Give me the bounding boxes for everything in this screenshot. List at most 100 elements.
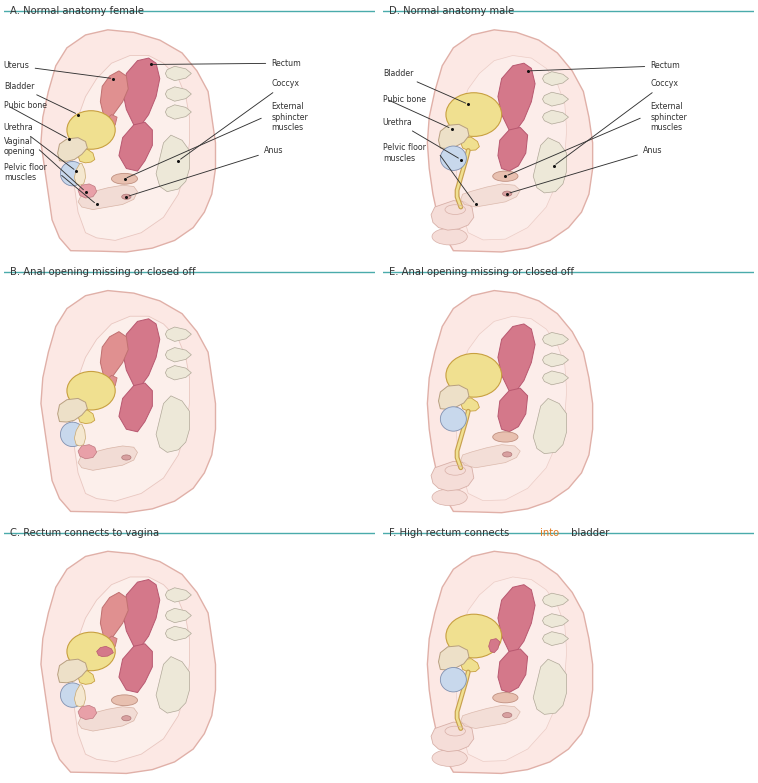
Text: Vaginal: Vaginal [4, 137, 33, 146]
Polygon shape [543, 614, 568, 627]
Polygon shape [156, 135, 190, 192]
Polygon shape [438, 385, 469, 410]
Text: muscles: muscles [383, 153, 415, 163]
Ellipse shape [111, 173, 137, 184]
Ellipse shape [503, 191, 512, 197]
Polygon shape [165, 608, 191, 622]
Polygon shape [100, 332, 128, 381]
Text: External: External [650, 103, 683, 111]
Polygon shape [74, 685, 86, 707]
Polygon shape [119, 383, 152, 431]
Ellipse shape [440, 406, 466, 431]
Polygon shape [461, 398, 479, 411]
Polygon shape [78, 150, 95, 163]
Polygon shape [543, 72, 568, 85]
Ellipse shape [440, 146, 466, 171]
Polygon shape [456, 316, 567, 500]
Ellipse shape [61, 161, 85, 186]
Ellipse shape [122, 716, 131, 721]
Ellipse shape [67, 110, 115, 150]
Polygon shape [78, 445, 97, 459]
Polygon shape [543, 632, 568, 645]
Polygon shape [456, 56, 567, 240]
Text: Bladder: Bladder [4, 81, 76, 114]
Polygon shape [456, 577, 567, 761]
Polygon shape [78, 671, 95, 684]
Ellipse shape [493, 692, 518, 703]
Text: Anus: Anus [129, 146, 283, 196]
Polygon shape [543, 110, 568, 124]
Text: bladder: bladder [568, 528, 610, 538]
Text: Coccyx: Coccyx [556, 79, 678, 164]
Ellipse shape [503, 713, 512, 718]
Polygon shape [461, 705, 520, 728]
Polygon shape [498, 388, 528, 431]
Text: into: into [540, 528, 559, 538]
Text: Bladder: Bladder [383, 69, 465, 103]
Ellipse shape [61, 683, 85, 707]
Ellipse shape [446, 92, 502, 136]
Text: Pelvic floor: Pelvic floor [383, 143, 426, 153]
Polygon shape [461, 184, 520, 207]
Polygon shape [431, 722, 474, 752]
Polygon shape [41, 290, 215, 513]
Polygon shape [123, 319, 160, 385]
Ellipse shape [440, 667, 466, 692]
Ellipse shape [432, 228, 467, 245]
Text: Coccyx: Coccyx [180, 79, 299, 159]
Text: Rectum: Rectum [153, 59, 301, 67]
Polygon shape [100, 71, 128, 120]
Polygon shape [156, 657, 190, 713]
Polygon shape [78, 184, 97, 198]
Polygon shape [165, 588, 191, 602]
Ellipse shape [446, 614, 502, 658]
Text: sphincter: sphincter [271, 113, 308, 121]
Polygon shape [58, 399, 87, 422]
Polygon shape [428, 551, 593, 774]
Polygon shape [73, 577, 190, 762]
Polygon shape [428, 30, 593, 252]
Polygon shape [489, 639, 500, 653]
Text: Anus: Anus [510, 146, 662, 193]
Polygon shape [165, 87, 191, 101]
Polygon shape [543, 371, 568, 384]
Polygon shape [165, 105, 191, 119]
Polygon shape [543, 353, 568, 366]
Polygon shape [461, 659, 479, 672]
Polygon shape [533, 399, 567, 453]
Polygon shape [123, 579, 160, 646]
Polygon shape [498, 585, 535, 651]
Polygon shape [461, 137, 479, 150]
Polygon shape [78, 707, 137, 731]
Polygon shape [165, 366, 191, 380]
Polygon shape [119, 122, 152, 171]
Polygon shape [106, 114, 117, 130]
Text: D. Normal anatomy male: D. Normal anatomy male [390, 6, 515, 16]
Ellipse shape [61, 422, 85, 446]
Ellipse shape [122, 194, 131, 200]
Polygon shape [73, 316, 190, 501]
Polygon shape [533, 659, 567, 714]
Polygon shape [74, 164, 86, 186]
Text: E. Anal opening missing or closed off: E. Anal opening missing or closed off [390, 267, 575, 277]
Polygon shape [498, 649, 528, 692]
Polygon shape [543, 333, 568, 346]
Polygon shape [498, 324, 535, 391]
Polygon shape [119, 644, 152, 692]
Ellipse shape [67, 371, 115, 410]
Text: Pelvic floor: Pelvic floor [4, 163, 47, 171]
Ellipse shape [493, 431, 518, 442]
Polygon shape [543, 594, 568, 607]
Polygon shape [106, 375, 117, 391]
Text: B. Anal opening missing or closed off: B. Anal opening missing or closed off [11, 267, 196, 277]
Ellipse shape [67, 632, 115, 671]
Polygon shape [498, 128, 528, 171]
Polygon shape [106, 636, 117, 651]
Polygon shape [41, 30, 215, 252]
Text: Pubic bone: Pubic bone [383, 95, 426, 103]
Text: opening: opening [4, 147, 36, 157]
Text: muscles: muscles [271, 123, 303, 132]
Polygon shape [543, 92, 568, 106]
Polygon shape [58, 659, 87, 683]
Polygon shape [165, 67, 191, 81]
